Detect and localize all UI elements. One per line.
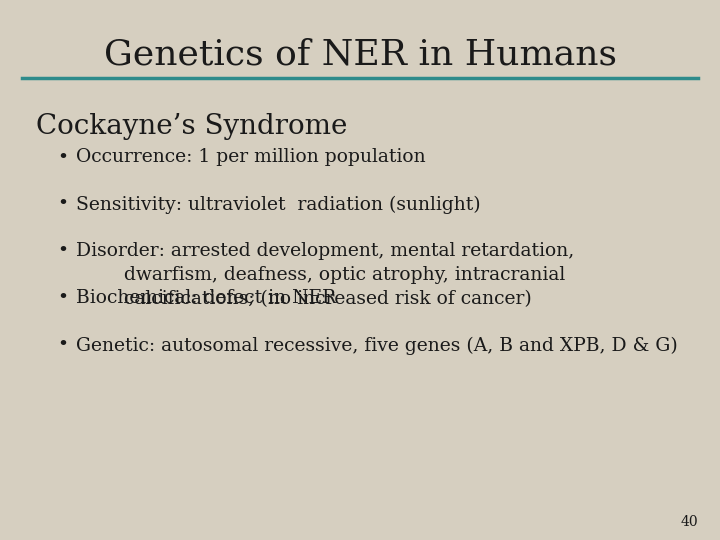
Text: Genetics of NER in Humans: Genetics of NER in Humans bbox=[104, 38, 616, 72]
Text: •: • bbox=[58, 195, 68, 213]
Text: •: • bbox=[58, 289, 68, 307]
Text: Cockayne’s Syndrome: Cockayne’s Syndrome bbox=[36, 113, 347, 140]
Text: 40: 40 bbox=[681, 515, 698, 529]
Text: Genetic: autosomal recessive, five genes (A, B and XPB, D & G): Genetic: autosomal recessive, five genes… bbox=[76, 336, 678, 355]
Text: Sensitivity: ultraviolet  radiation (sunlight): Sensitivity: ultraviolet radiation (sunl… bbox=[76, 195, 480, 214]
Text: Disorder: arrested development, mental retardation,
        dwarfism, deafness, : Disorder: arrested development, mental r… bbox=[76, 242, 574, 308]
Text: •: • bbox=[58, 148, 68, 166]
Text: •: • bbox=[58, 336, 68, 354]
Text: Biochemical: defect in NER: Biochemical: defect in NER bbox=[76, 289, 336, 307]
Text: •: • bbox=[58, 242, 68, 260]
Text: Occurrence: 1 per million population: Occurrence: 1 per million population bbox=[76, 148, 426, 166]
